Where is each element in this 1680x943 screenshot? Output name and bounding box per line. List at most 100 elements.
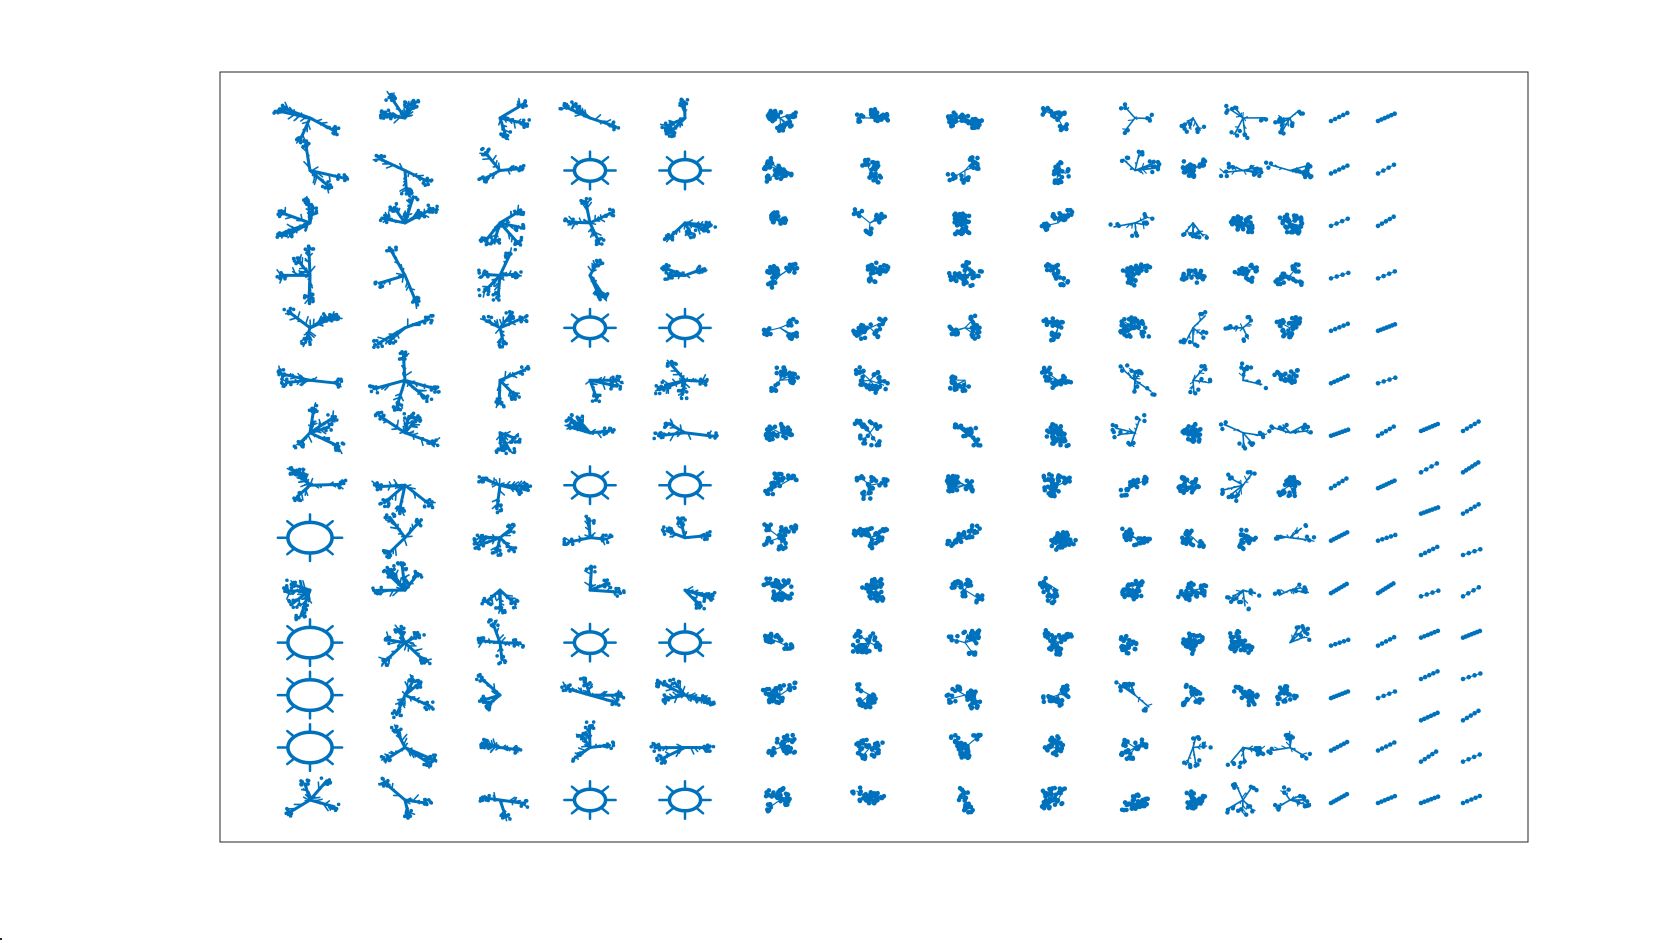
graph-component [1232, 262, 1260, 284]
graph-component [381, 512, 423, 560]
graph-component [1375, 740, 1397, 753]
graph-component [390, 673, 435, 720]
graph-component [763, 421, 795, 443]
graph-component [1043, 262, 1071, 288]
graph-component [1328, 216, 1351, 229]
graph-component [585, 374, 624, 404]
graph-component [1418, 544, 1440, 558]
graph-component [1375, 793, 1398, 806]
graph-component [949, 577, 985, 605]
graph-component [853, 365, 890, 395]
graph-component [1328, 739, 1350, 753]
graph-component [1108, 212, 1155, 238]
graph-component [1051, 160, 1071, 186]
graph-component [292, 402, 346, 455]
graph-component [1375, 424, 1397, 439]
graph-component [1460, 628, 1483, 640]
graph-component [377, 776, 434, 820]
graph-component [1375, 581, 1396, 596]
graph-component [1227, 628, 1255, 656]
graph-component [1272, 368, 1300, 386]
graph-component [1375, 269, 1398, 281]
graph-component [1181, 734, 1213, 770]
graph-component [1375, 689, 1398, 701]
graph-component [1110, 413, 1147, 448]
graph-component [1375, 322, 1398, 334]
graph-component [952, 211, 972, 237]
graph-component [1231, 684, 1260, 708]
graph-component [1418, 588, 1441, 599]
graph-component [587, 258, 610, 302]
graph-component [945, 110, 985, 131]
graph-component [275, 244, 316, 306]
graph-component [1238, 361, 1269, 391]
graph-component [658, 779, 712, 821]
graph-component [658, 622, 712, 663]
graph-component [760, 680, 798, 706]
graph-component [1120, 262, 1153, 288]
graph-component [854, 737, 885, 762]
graph-component [945, 155, 981, 185]
graph-component [1218, 161, 1264, 179]
graph-component [378, 624, 432, 668]
graph-component [1188, 363, 1213, 396]
graph-component [1263, 160, 1314, 180]
plot-frame [219, 71, 1529, 843]
graph-component [1118, 633, 1139, 656]
graph-component [276, 722, 344, 773]
graph-component [1274, 314, 1303, 340]
graph-component [1328, 163, 1350, 176]
graph-component [1375, 162, 1397, 176]
graph-component [477, 475, 533, 515]
graph-component [1039, 785, 1068, 811]
graph-component [761, 576, 795, 603]
graph-component [1181, 222, 1209, 240]
graph-component [276, 513, 344, 563]
graph-component [1039, 207, 1075, 233]
graph-component [276, 365, 344, 389]
graph-component [1225, 745, 1266, 770]
graph-component [563, 622, 617, 663]
graph-component [763, 786, 792, 814]
graph-component [1375, 111, 1397, 124]
graph-component [1275, 683, 1299, 707]
graph-component [1179, 268, 1207, 285]
graph-component [1289, 624, 1312, 644]
graph-component [649, 741, 716, 765]
graph-component [1375, 532, 1398, 543]
graph-component [1180, 528, 1206, 550]
graph-component [1218, 420, 1268, 451]
graph-component [563, 465, 617, 506]
graph-component [379, 724, 438, 769]
graph-component [1118, 474, 1149, 498]
graph-component [1375, 634, 1397, 648]
graph-component [562, 514, 614, 547]
graph-component [1120, 526, 1153, 548]
graph-component [284, 776, 341, 818]
graph-component [1039, 365, 1074, 391]
graph-component [1328, 476, 1349, 491]
graph-component [1418, 794, 1441, 806]
graph-component [1044, 422, 1071, 449]
graph-component [1119, 792, 1151, 813]
graph-component [1328, 530, 1350, 543]
graph-component [1272, 582, 1310, 597]
graph-component [1220, 470, 1257, 504]
graph-component [563, 307, 617, 348]
graph-component [1460, 546, 1483, 558]
graph-component [761, 316, 800, 342]
graph-component [1114, 680, 1153, 713]
graph-component [1120, 578, 1145, 602]
graph-component [373, 245, 421, 310]
graph-component [1328, 427, 1351, 439]
graph-component [1118, 363, 1157, 397]
graph-component [1375, 214, 1397, 229]
graph-component [378, 90, 421, 124]
graph-component [952, 422, 983, 448]
graph-component [1328, 637, 1351, 648]
graph-component [1042, 628, 1074, 657]
graph-component [371, 560, 424, 597]
graph-component [282, 306, 343, 348]
graph-component [372, 153, 434, 199]
graph-component [497, 97, 532, 141]
